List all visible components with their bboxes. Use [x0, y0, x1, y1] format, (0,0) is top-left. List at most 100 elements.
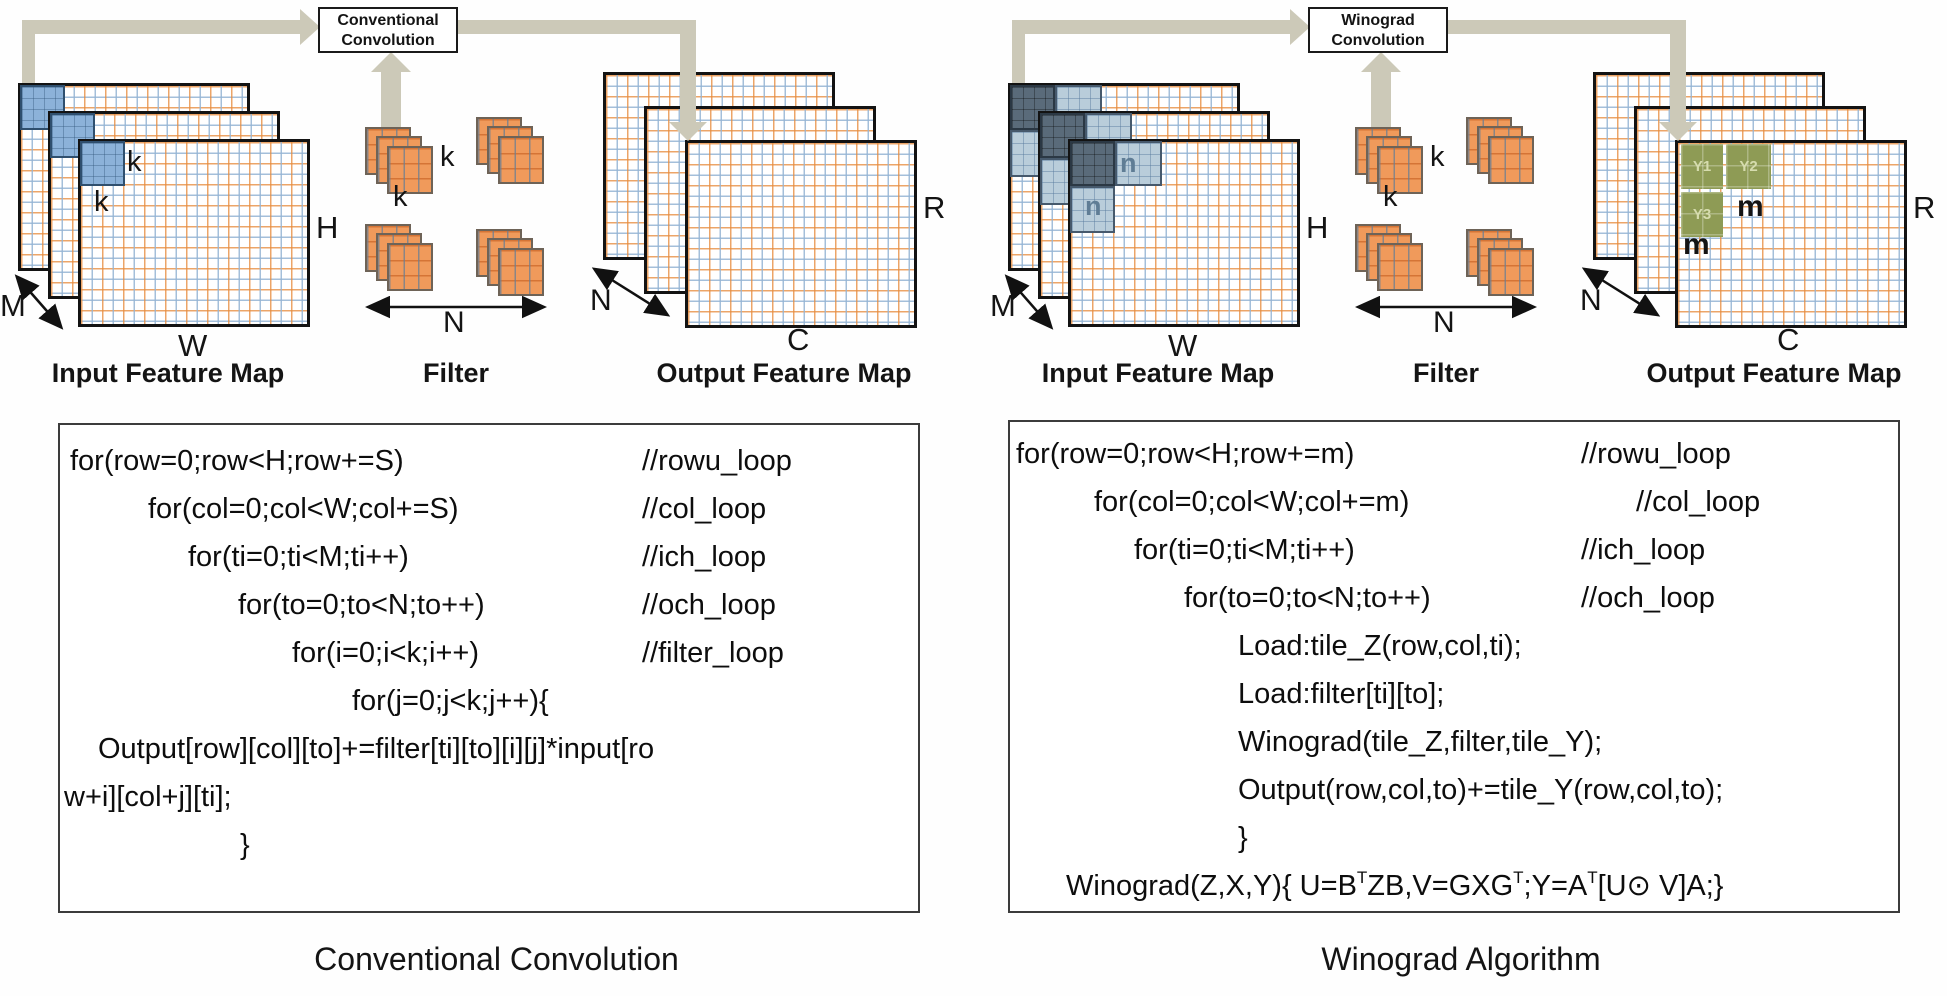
wino-output-height-label: R: [1913, 190, 1936, 225]
code-line: for(col=0;col<W;col+=S) //col_loop: [60, 485, 918, 533]
wino-output-m-below-label: m: [1683, 228, 1710, 261]
conv-flow-arrow-from-box: [458, 20, 696, 34]
conv-output-layer-front: [685, 140, 917, 328]
conv-filter-group-br: [476, 229, 546, 297]
code-text: }: [1238, 822, 1248, 854]
wino-filter-group-br: [1466, 229, 1536, 297]
code-text: Winograd(Z,X,Y){ U=BTZB,V=GXGT;Y=AT[U⊙ V…: [1066, 868, 1724, 902]
code-text: Load:tile_Z(row,col,ti);: [1238, 630, 1522, 662]
conv-input-title: Input Feature Map: [51, 358, 285, 388]
code-text: for(to=0;to<N;to++): [238, 589, 485, 621]
wino-code-box: for(row=0;row<H;row+=m) //rowu_loop for(c…: [1008, 420, 1900, 913]
wino-flow-arrowhead-right-icon: [1290, 9, 1310, 45]
wino-flow-box-line1: Winograd: [1341, 12, 1415, 29]
conv-output-title: Output Feature Map: [656, 358, 912, 388]
wino-flow-arrow-from-box: [1448, 20, 1686, 34]
wino-flow-box-line2: Convolution: [1331, 32, 1425, 49]
conv-filter-group-bl: [365, 224, 435, 292]
code-line: Winograd(tile_Z,filter,tile_Y);: [1010, 718, 1898, 766]
wino-filter-arrow-shaft: [1371, 71, 1391, 145]
conv-flow-box-line2: Convolution: [341, 32, 435, 49]
code-text: for(col=0;col<W;col+=m): [1094, 486, 1410, 518]
conv-input-layer-front: [78, 139, 310, 327]
code-text: Winograd(tile_Z,filter,tile_Y);: [1238, 726, 1603, 758]
wino-input-depth-label: M: [990, 288, 1016, 323]
wino-flow-arrow-to-box: [1012, 20, 1290, 34]
conv-filter-title: Filter: [422, 358, 489, 388]
conv-k-tile-front: [80, 141, 125, 186]
code-line: w+i][col+j][ti];: [60, 773, 918, 821]
wino-light-tile-right: [1115, 141, 1162, 186]
code-text: for(to=0;to<N;to++): [1184, 582, 1431, 614]
conv-input-width-label: W: [178, 328, 208, 363]
code-text: Output[row][col][to]+=filter[ti][to][i][…: [98, 733, 655, 765]
code-comment: //rowu_loop: [1581, 438, 1731, 470]
code-line: for(to=0;to<N;to++) //och_loop: [60, 581, 918, 629]
code-comment: //col_loop: [1636, 486, 1761, 518]
conv-filter-k-side-label: k: [440, 141, 455, 173]
superscript-t: T: [1587, 868, 1598, 887]
wino-input-title: Input Feature Map: [1041, 358, 1275, 388]
wino-filter-group-tl: [1355, 127, 1425, 195]
code-line: Load:filter[ti][to];: [1010, 670, 1898, 718]
code-text: for(col=0;col<W;col+=S): [148, 493, 459, 525]
conv-flow-arrowhead-right-icon: [300, 9, 320, 45]
code-text: }: [240, 829, 250, 861]
code-line: for(to=0;to<N;to++) //och_loop: [1010, 574, 1898, 622]
code-line: Output(row,col,to)+=tile_Y(row,col,to);: [1010, 766, 1898, 814]
code-line: }: [60, 821, 918, 869]
wino-output-tile-y1: Y1: [1681, 144, 1723, 189]
code-comment: //ich_loop: [1581, 534, 1706, 566]
code-text: for(row=0;row<H;row+=S): [70, 445, 404, 477]
conv-flow-arrow-input-riser: [22, 20, 35, 84]
wino-output-m-right-label: m: [1737, 190, 1764, 223]
wino-filter-k-side-label: k: [1430, 141, 1445, 173]
wino-output-depth-label: N: [1580, 284, 1602, 317]
wino-caption: Winograd Algorithm: [1321, 941, 1601, 977]
wino-filter-count-arrow: [1355, 295, 1537, 319]
code-line: for(i=0;i<k;i++) //filter_loop: [60, 629, 918, 677]
conv-filter-arrowhead-up-icon: [371, 52, 411, 72]
wino-flow-arrow-input-riser: [1012, 20, 1025, 84]
conv-flow-box: Conventional Convolution: [318, 7, 458, 53]
wino-flow-box: Winograd Convolution: [1308, 7, 1448, 53]
conv-code-box: for(row=0;row<H;row+=S) //rowu_loop for(c…: [58, 423, 920, 913]
wino-filter-arrowhead-up-icon: [1361, 52, 1401, 72]
code-line: Output[row][col][to]+=filter[ti][to][i][…: [60, 725, 918, 773]
code-comment: //rowu_loop: [642, 445, 792, 477]
conv-filter-group-tr: [476, 117, 546, 185]
code-line: for(row=0;row<H;row+=S) //rowu_loop: [60, 437, 918, 485]
wino-filter-count-label: N: [1433, 306, 1455, 339]
wino-input-layer-front: [1068, 139, 1300, 327]
code-text: for(j=0;j<k;j++){: [352, 685, 549, 717]
conv-caption: Conventional Convolution: [314, 941, 679, 977]
superscript-t: T: [1513, 868, 1524, 887]
code-text: Load:filter[ti][to];: [1238, 678, 1445, 710]
wino-filter-title: Filter: [1412, 358, 1479, 388]
wino-filter-group-bl: [1355, 224, 1425, 292]
code-text: Output(row,col,to)+=tile_Y(row,col,to);: [1238, 774, 1724, 806]
conv-input-height-label: H: [316, 210, 339, 245]
wino-output-layer-front: Y1 Y2 Y3: [1675, 140, 1907, 328]
wino-output-title: Output Feature Map: [1646, 358, 1902, 388]
conv-input-depth-label: M: [0, 288, 26, 323]
wino-input-depth-arrow: [1004, 274, 1054, 330]
conv-k-tile-mid: [50, 113, 95, 158]
conv-flow-arrowhead-down-icon: [669, 122, 707, 141]
code-text: for(ti=0;ti<M;ti++): [1134, 534, 1355, 566]
conv-flow-box-line1: Conventional: [337, 12, 439, 29]
code-text: for(row=0;row<H;row+=m): [1016, 438, 1355, 470]
code-text: w+i][col+j][ti];: [64, 781, 232, 813]
wino-output-tile-y3: Y3: [1681, 192, 1723, 237]
code-comment: //ich_loop: [642, 541, 767, 573]
wino-output-tile-y2: Y2: [1726, 144, 1771, 189]
wino-filter-k-below-label: k: [1383, 181, 1398, 213]
conv-output-depth-label: N: [590, 284, 612, 317]
conv-filter-k-below-label: k: [393, 181, 408, 213]
code-line: }: [1010, 814, 1898, 862]
code-comment: //och_loop: [1581, 582, 1715, 614]
conv-input-k-right-label: k: [127, 146, 142, 178]
code-line: for(col=0;col<W;col+=m) //col_loop: [1010, 478, 1898, 526]
wino-flow-arrow-down-shaft: [1670, 20, 1686, 122]
